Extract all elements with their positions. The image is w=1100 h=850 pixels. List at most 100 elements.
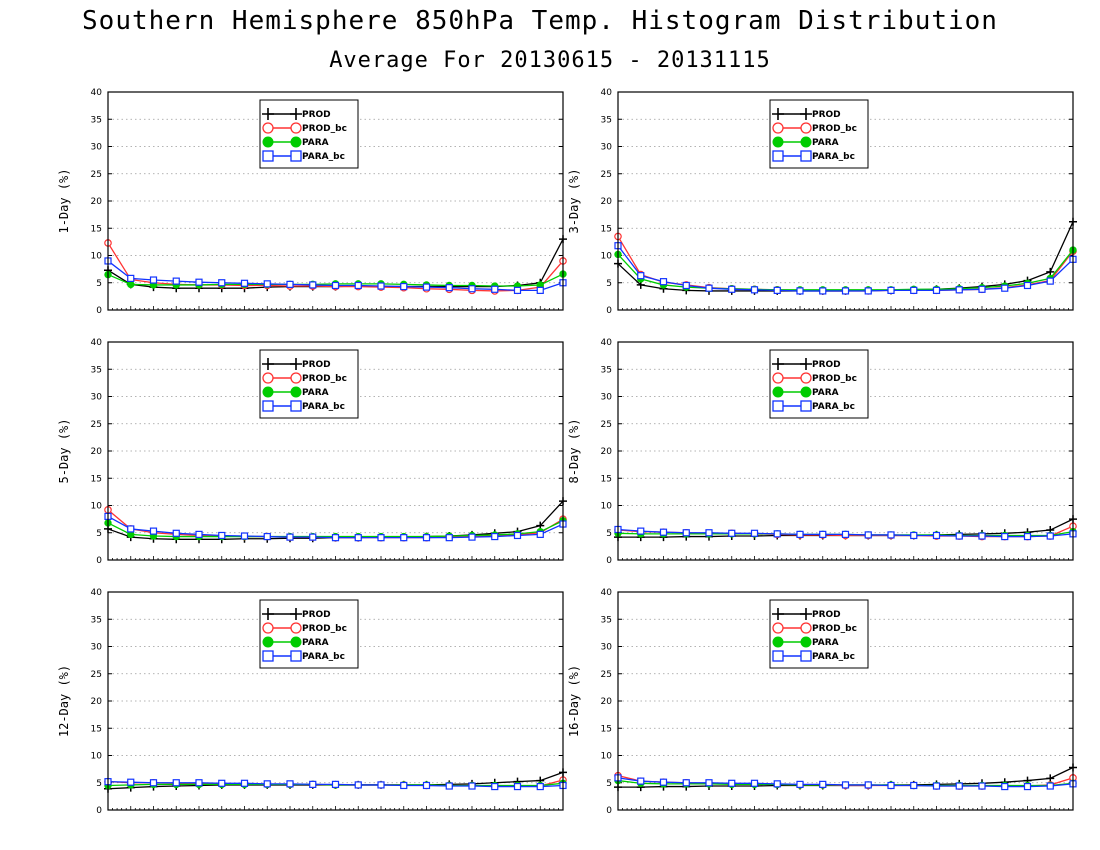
y-tick-label: 0 (96, 806, 102, 816)
data-point (195, 530, 203, 538)
y-tick-label: 30 (601, 643, 613, 653)
legend: PROD PROD_bc PARA PARA_bc (769, 99, 869, 169)
data-point (195, 278, 203, 286)
legend-marker (800, 150, 812, 162)
data-point (536, 286, 544, 294)
data-point (978, 782, 986, 790)
y-tick-label: 10 (601, 502, 613, 512)
legend-label: PARA (302, 638, 329, 648)
data-point (682, 529, 690, 537)
legend-marker (800, 622, 812, 634)
y-tick-label: 0 (96, 306, 102, 316)
data-point (773, 286, 781, 294)
legend-marker (290, 636, 302, 648)
data-point (218, 279, 226, 287)
data-point (263, 780, 271, 788)
data-point (1001, 782, 1009, 791)
y-tick-label: 10 (91, 752, 103, 762)
data-point (773, 780, 781, 788)
data-point (932, 782, 941, 790)
legend-marker (262, 636, 274, 648)
legend-marker (772, 122, 784, 134)
plot-frame (107, 91, 564, 311)
legend-marker (772, 136, 784, 148)
y-tick-label: 30 (91, 143, 103, 153)
legend-label: PROD (812, 110, 841, 120)
legend-marker (290, 136, 302, 148)
legend-marker (800, 358, 812, 370)
y-tick-label: 25 (601, 420, 612, 430)
data-point (841, 530, 850, 538)
y-tick-label: 30 (91, 393, 103, 403)
legend-marker (800, 608, 812, 620)
legend-marker (262, 650, 274, 662)
y-tick-label: 20 (601, 447, 613, 457)
legend-marker (800, 386, 812, 398)
data-point (286, 780, 294, 788)
data-point (491, 782, 499, 791)
y-tick-label: 0 (606, 806, 612, 816)
data-point (978, 285, 986, 293)
panel-4: 0 5 10 15 20 25 30 35 40 8-Day (%) PROD PROD_bc PARA… (567, 338, 1077, 566)
data-point (331, 780, 340, 788)
data-point (468, 782, 476, 790)
legend-marker (290, 400, 302, 412)
y-tick-label: 35 (601, 365, 612, 375)
data-point (955, 782, 963, 790)
data-point (955, 286, 963, 294)
plot-frame (617, 341, 1074, 561)
y-tick-label: 20 (601, 197, 613, 207)
panel-1: 0 5 10 15 20 25 30 35 40 1-Day (%) PROD PROD_bc PARA… (57, 88, 567, 316)
legend-label: PARA_bc (812, 652, 855, 662)
data-point (750, 529, 759, 537)
legend-label: PROD (812, 610, 841, 620)
data-point (513, 531, 522, 540)
legend-label: PARA (812, 638, 839, 648)
legend-label: PROD (302, 110, 331, 120)
legend-marker (800, 122, 812, 134)
data-point (286, 533, 294, 541)
y-axis-label: 8-Day (%) (567, 418, 581, 483)
legend-marker (262, 358, 274, 370)
data-point (240, 532, 249, 540)
data-point (377, 282, 385, 290)
data-point (887, 286, 895, 294)
legend-marker (772, 386, 784, 398)
y-tick-label: 25 (601, 170, 612, 180)
legend-marker (290, 372, 302, 384)
data-point (819, 780, 827, 788)
data-point (819, 287, 827, 295)
legend-label: PROD_bc (812, 124, 857, 134)
data-point (750, 286, 759, 294)
y-tick-label: 35 (91, 365, 102, 375)
data-point (932, 286, 941, 294)
data-point (377, 781, 385, 789)
data-point (659, 278, 668, 286)
data-point (172, 529, 180, 537)
y-tick-label: 25 (91, 170, 102, 180)
y-tick-label: 10 (601, 752, 613, 762)
data-point (536, 782, 544, 791)
y-tick-label: 30 (601, 143, 613, 153)
y-tick-label: 5 (606, 779, 612, 789)
data-point (1046, 267, 1055, 276)
y-tick-label: 35 (91, 115, 102, 125)
data-point (819, 530, 827, 538)
data-point (513, 782, 522, 791)
legend-label: PROD_bc (812, 624, 857, 634)
y-tick-label: 5 (96, 779, 102, 789)
data-point (750, 779, 759, 787)
data-point (864, 287, 872, 295)
plot-frame (617, 91, 1074, 311)
data-point (149, 527, 158, 535)
legend-marker (290, 608, 302, 620)
legend-marker (800, 650, 812, 662)
y-tick-label: 30 (601, 393, 613, 403)
legend-label: PARA (812, 138, 839, 148)
data-point (682, 779, 690, 787)
legend-marker (290, 122, 302, 134)
data-point (195, 779, 203, 787)
legend-marker (262, 108, 274, 120)
y-tick-label: 10 (601, 252, 613, 262)
data-point (468, 285, 476, 293)
